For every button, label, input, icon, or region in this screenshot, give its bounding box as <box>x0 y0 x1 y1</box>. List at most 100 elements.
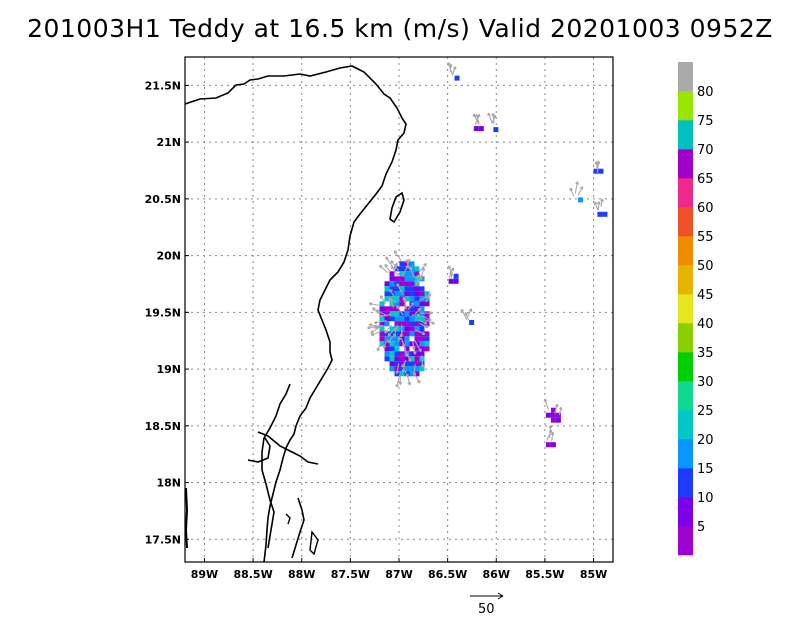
wind-cell <box>389 366 395 372</box>
wind-vector <box>420 355 425 368</box>
wind-cell <box>419 306 425 312</box>
wind-vector <box>451 66 457 76</box>
colorbar-segment <box>678 352 693 382</box>
wind-cell <box>424 296 430 302</box>
lon-tick-label: 85.5W <box>525 568 564 581</box>
wind-cell <box>404 311 410 317</box>
wind-cell <box>414 321 420 327</box>
wind-cell <box>399 316 405 322</box>
wind-cell <box>399 371 405 377</box>
vector-reference: 50 <box>470 592 504 617</box>
wind-cell <box>389 271 395 277</box>
colorbar-label: 30 <box>697 375 714 390</box>
wind-cell <box>414 301 420 307</box>
wind-cell <box>389 341 395 347</box>
wind-cell <box>384 351 390 357</box>
colorbar: 5 10 15 20 25 30 35 40 45 50 55 60 65 70 75 80 <box>678 62 714 556</box>
wind-cell <box>399 271 405 277</box>
wind-cell <box>384 321 390 327</box>
wind-cell <box>414 266 420 272</box>
wind-vector <box>372 307 379 314</box>
wind-cell <box>424 341 430 347</box>
wind-cell <box>419 336 425 342</box>
wind-vector <box>379 295 387 305</box>
wind-cell <box>404 271 410 277</box>
wind-cell <box>384 281 390 287</box>
wind-cell <box>409 271 415 277</box>
colorbar-label: 40 <box>697 317 714 332</box>
wind-vector <box>411 340 416 350</box>
wind-vector <box>412 363 417 376</box>
colorbar-segment <box>678 323 693 353</box>
wind-cell <box>419 291 425 297</box>
wind-vector <box>491 112 496 125</box>
lon-tick-label: 87W <box>385 568 412 581</box>
colorbar-segment <box>678 149 693 179</box>
wind-vector <box>392 324 399 338</box>
wind-cell <box>389 306 395 312</box>
lat-tick-label: 20.5N <box>145 193 181 206</box>
wind-vector <box>393 250 402 262</box>
wind-cell <box>448 278 454 284</box>
wind-cell <box>404 261 410 267</box>
wind-cell <box>394 286 400 292</box>
wind-vector <box>414 307 422 315</box>
wind-cell <box>409 371 415 377</box>
colorbar-segment <box>678 236 693 266</box>
wind-cell <box>409 326 415 332</box>
wind-vector <box>393 262 399 273</box>
wind-cell <box>453 278 459 284</box>
wind-cell <box>394 331 400 337</box>
wind-cell <box>399 356 405 362</box>
wind-cell <box>602 211 608 217</box>
wind-vector <box>406 352 412 362</box>
wind-cell <box>404 316 410 322</box>
wind-cell <box>414 316 420 322</box>
wind-cell <box>409 261 415 267</box>
wind-vector <box>487 112 493 123</box>
wind-cell <box>389 346 395 352</box>
wind-cell <box>399 281 405 287</box>
wind-cell <box>389 336 395 342</box>
wind-cell <box>414 276 420 282</box>
wind-vector <box>401 359 407 368</box>
wind-cell <box>399 361 405 367</box>
wind-vector <box>418 295 429 302</box>
wind-vector <box>403 369 409 378</box>
wind-vector <box>600 198 604 207</box>
reference-arrow-label: 50 <box>478 602 495 617</box>
wind-vector <box>387 327 397 337</box>
wind-cell <box>404 341 410 347</box>
lat-tick-label: 18.5N <box>145 420 181 433</box>
wind-vector <box>474 113 481 126</box>
wind-vector <box>417 274 422 287</box>
wind-cell <box>409 321 415 327</box>
wind-cell <box>545 412 551 418</box>
wind-vector <box>398 375 403 385</box>
wind-cell <box>414 356 420 362</box>
wind-cell <box>493 127 499 133</box>
wind-vector <box>558 406 563 416</box>
colorbar-label: 10 <box>697 491 714 506</box>
wind-cell <box>414 351 420 357</box>
wind-cell <box>379 316 385 322</box>
lat-tick-label: 19.5N <box>145 306 181 319</box>
wind-cell <box>414 346 420 352</box>
wind-cell <box>404 361 410 367</box>
reef-island <box>285 513 291 525</box>
chetumal-bay-coast <box>261 383 291 549</box>
wind-cell <box>394 336 400 342</box>
wind-vector <box>376 342 382 352</box>
wind-cluster <box>493 127 499 133</box>
wind-cell <box>419 366 425 372</box>
coast-detail-south <box>291 497 305 559</box>
cozumel-island <box>389 191 405 224</box>
colorbar-segment <box>678 439 693 469</box>
wind-cell <box>404 331 410 337</box>
wind-cell <box>409 311 415 317</box>
wind-vector <box>420 267 426 280</box>
wind-cluster <box>593 168 604 174</box>
wind-cell <box>424 301 430 307</box>
wind-cell <box>419 316 425 322</box>
